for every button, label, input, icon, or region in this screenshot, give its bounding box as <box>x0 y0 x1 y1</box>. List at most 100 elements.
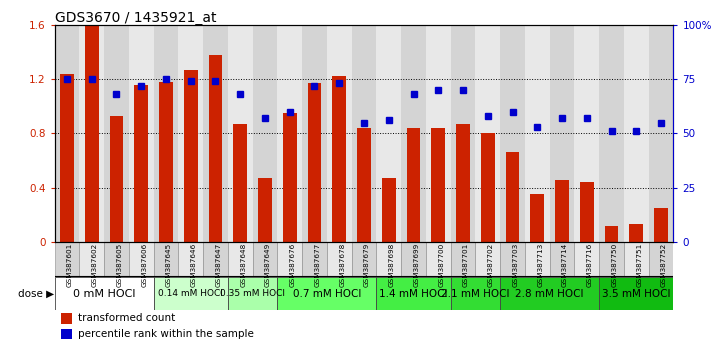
Bar <box>302 242 327 276</box>
Bar <box>159 82 173 242</box>
Bar <box>382 178 395 242</box>
Bar <box>376 25 401 242</box>
Text: GSM387679: GSM387679 <box>364 243 370 287</box>
Text: GSM387645: GSM387645 <box>166 243 172 287</box>
Text: GSM387606: GSM387606 <box>141 243 147 287</box>
Text: GSM387752: GSM387752 <box>661 243 667 287</box>
Text: 0 mM HOCl: 0 mM HOCl <box>73 289 135 299</box>
Text: GSM387702: GSM387702 <box>488 243 494 287</box>
Text: GSM387646: GSM387646 <box>191 243 197 287</box>
Bar <box>456 124 470 242</box>
Text: GSM387602: GSM387602 <box>92 243 98 287</box>
Text: GSM387751: GSM387751 <box>636 243 642 287</box>
Bar <box>327 242 352 276</box>
Bar <box>500 278 599 310</box>
Text: 2.8 mM HOCl: 2.8 mM HOCl <box>515 289 584 299</box>
Bar <box>500 242 525 276</box>
Bar <box>599 25 624 242</box>
Text: GSM387716: GSM387716 <box>587 243 593 287</box>
Bar <box>228 278 277 310</box>
Text: dose ▶: dose ▶ <box>18 289 55 299</box>
Text: GSM387677: GSM387677 <box>314 243 320 287</box>
Bar <box>283 113 296 242</box>
Bar <box>357 128 371 242</box>
Bar <box>599 242 624 276</box>
Bar <box>555 179 569 242</box>
Bar <box>475 25 500 242</box>
Text: GSM387703: GSM387703 <box>513 243 518 287</box>
Bar <box>451 25 475 242</box>
Text: 0.14 mM HOCl: 0.14 mM HOCl <box>158 289 223 298</box>
Bar <box>135 85 148 242</box>
Bar <box>451 242 475 276</box>
Bar <box>574 242 599 276</box>
Text: transformed count: transformed count <box>78 313 175 323</box>
Bar <box>327 25 352 242</box>
Bar <box>376 242 401 276</box>
Bar <box>401 25 426 242</box>
Bar <box>605 226 618 242</box>
Text: percentile rank within the sample: percentile rank within the sample <box>78 329 254 339</box>
Bar <box>228 242 253 276</box>
Text: GSM387601: GSM387601 <box>67 243 73 287</box>
Bar <box>426 242 451 276</box>
Text: GDS3670 / 1435921_at: GDS3670 / 1435921_at <box>55 11 216 25</box>
Bar <box>401 242 426 276</box>
Bar <box>277 242 302 276</box>
Bar <box>253 242 277 276</box>
Bar <box>55 278 154 310</box>
Text: 0.35 mM HOCl: 0.35 mM HOCl <box>220 289 285 298</box>
Text: 0.7 mM HOCl: 0.7 mM HOCl <box>293 289 361 299</box>
Bar <box>654 208 668 242</box>
Bar <box>79 25 104 242</box>
Text: GSM387605: GSM387605 <box>116 243 122 287</box>
Bar <box>550 242 574 276</box>
Bar <box>531 194 544 242</box>
Text: GSM387699: GSM387699 <box>414 243 419 287</box>
Bar <box>302 25 327 242</box>
Bar <box>624 25 649 242</box>
Bar <box>481 133 494 242</box>
Bar <box>432 128 445 242</box>
Bar <box>624 242 649 276</box>
Bar <box>184 70 197 242</box>
Bar <box>104 25 129 242</box>
Bar <box>649 242 673 276</box>
Bar <box>154 242 178 276</box>
Text: GSM387648: GSM387648 <box>240 243 246 287</box>
Bar <box>550 25 574 242</box>
Text: GSM387649: GSM387649 <box>265 243 271 287</box>
Bar <box>55 25 79 242</box>
Bar <box>376 278 451 310</box>
Text: GSM387750: GSM387750 <box>612 243 617 287</box>
Bar <box>451 278 500 310</box>
Bar <box>500 25 525 242</box>
Bar <box>630 224 643 242</box>
Text: GSM387714: GSM387714 <box>562 243 568 287</box>
Bar <box>110 116 123 242</box>
Bar <box>525 25 550 242</box>
Bar <box>85 26 98 242</box>
Bar <box>61 329 72 339</box>
Text: GSM387647: GSM387647 <box>215 243 221 287</box>
Bar <box>277 278 376 310</box>
Bar <box>580 182 593 242</box>
Bar <box>203 25 228 242</box>
Bar <box>277 25 302 242</box>
Bar <box>129 242 154 276</box>
Text: GSM387698: GSM387698 <box>389 243 395 287</box>
Bar <box>407 128 420 242</box>
Bar <box>525 242 550 276</box>
Bar <box>234 124 247 242</box>
Bar <box>352 25 376 242</box>
Bar <box>228 25 253 242</box>
Bar <box>60 74 74 242</box>
Text: GSM387701: GSM387701 <box>463 243 469 287</box>
Text: GSM387700: GSM387700 <box>438 243 444 287</box>
Bar <box>178 25 203 242</box>
Bar <box>55 242 79 276</box>
Bar <box>154 278 228 310</box>
Bar <box>258 178 272 242</box>
Bar <box>203 242 228 276</box>
Text: 1.4 mM HOCl: 1.4 mM HOCl <box>379 289 448 299</box>
